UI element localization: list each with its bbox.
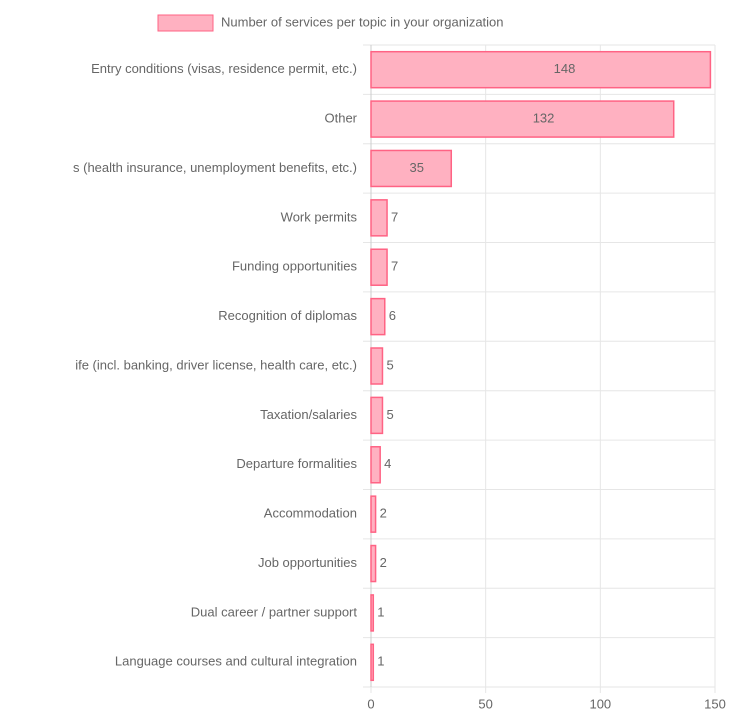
- value-label: 5: [386, 407, 393, 422]
- bar: [370, 347, 384, 385]
- y-tick-label: Other: [324, 111, 357, 126]
- value-label: 132: [533, 111, 555, 126]
- bar: [370, 446, 381, 484]
- y-tick-label: Taxation/salaries: [260, 407, 357, 422]
- bar: [370, 396, 384, 435]
- x-tick-label: 100: [589, 696, 611, 711]
- legend-label: Number of services per topic in your org…: [221, 14, 504, 29]
- bar: [370, 50, 712, 89]
- bar: [370, 643, 375, 682]
- x-tick-label: 50: [478, 696, 492, 711]
- y-tick-label: Entry conditions (visas, residence permi…: [91, 61, 357, 76]
- value-label: 4: [384, 456, 391, 471]
- bar: [370, 297, 386, 336]
- y-tick-label: Accommodation: [264, 506, 357, 521]
- bar: [370, 149, 453, 188]
- value-label: 6: [389, 308, 396, 323]
- y-tick-label: Language courses and cultural integratio…: [115, 654, 357, 669]
- bar: [370, 248, 388, 286]
- y-tick-label: ife (incl. banking, driver license, heal…: [75, 357, 357, 372]
- value-label: 7: [391, 259, 398, 274]
- y-tick-label: Dual career / partner support: [191, 604, 358, 619]
- bar: [370, 594, 375, 632]
- y-tick-label: s (health insurance, unemployment benefi…: [73, 160, 357, 175]
- value-label: 35: [410, 160, 424, 175]
- y-tick-label: Recognition of diplomas: [218, 308, 357, 323]
- x-tick-label: 0: [367, 696, 374, 711]
- value-label: 2: [380, 555, 387, 570]
- value-label: 7: [391, 209, 398, 224]
- y-tick-label: Job opportunities: [258, 555, 358, 570]
- bar: [370, 199, 388, 237]
- value-label: 148: [554, 61, 576, 76]
- bar: [370, 544, 377, 583]
- legend-swatch: [157, 14, 214, 32]
- value-label: 1: [377, 654, 384, 669]
- value-label: 1: [377, 604, 384, 619]
- value-label: 2: [380, 506, 387, 521]
- x-tick-label: 150: [704, 696, 726, 711]
- y-tick-label: Departure formalities: [236, 456, 357, 471]
- bar: [370, 100, 675, 138]
- value-label: 5: [386, 357, 393, 372]
- y-tick-label: Work permits: [281, 209, 358, 224]
- y-tick-label: Funding opportunities: [232, 259, 358, 274]
- bar: [370, 495, 377, 533]
